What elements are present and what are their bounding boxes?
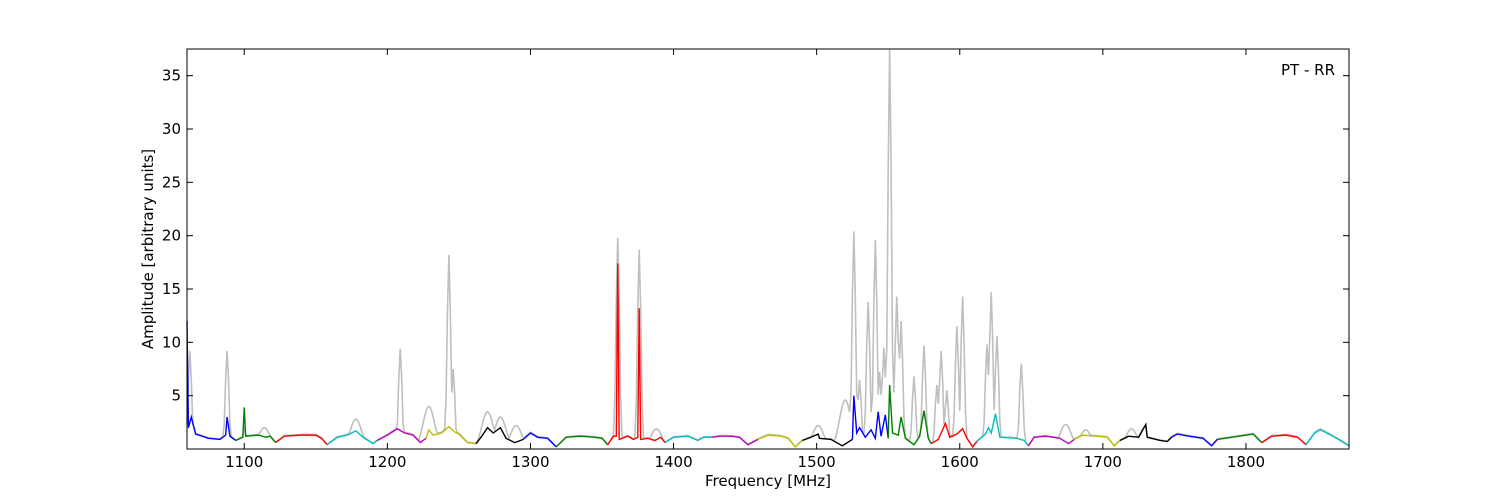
x-tick-label: 1700 <box>1084 453 1122 471</box>
y-tick-label: 25 <box>162 173 181 191</box>
series-line-11 <box>664 435 713 444</box>
annotation-label: PT - RR <box>1281 61 1335 79</box>
y-tick-label: 15 <box>162 280 181 298</box>
y-tick-label: 30 <box>162 120 181 138</box>
series-line-20 <box>1073 434 1121 447</box>
y-axis: 5 10 15 20 25 30 35 <box>162 67 1349 405</box>
series-line-17 <box>930 421 978 449</box>
plot-frame <box>186 48 1350 450</box>
y-tick-label: 20 <box>162 227 181 245</box>
series-line-14 <box>802 433 853 447</box>
series-line-19 <box>1027 435 1075 447</box>
x-tick-label: 1400 <box>654 453 692 471</box>
series-line-2 <box>235 407 277 444</box>
y-tick-label: 5 <box>171 387 181 405</box>
reference-line <box>186 48 1350 449</box>
x-tick-label: 1600 <box>941 453 979 471</box>
x-axis-title: Frequency [MHz] <box>705 472 831 490</box>
series-line-4 <box>326 430 378 446</box>
y-tick-label: 35 <box>162 67 181 85</box>
series-line-16 <box>887 384 932 446</box>
x-tick-label: 1300 <box>511 453 549 471</box>
x-tick-label: 1500 <box>798 453 836 471</box>
series-line-24 <box>1261 434 1307 446</box>
x-tick-label: 1200 <box>368 453 406 471</box>
x-axis: 1100 1200 1300 1400 1500 1600 1700 1800 <box>225 49 1265 471</box>
series-line-13 <box>757 434 803 448</box>
series-line-10 <box>607 263 666 446</box>
series-line-23 <box>1217 433 1263 444</box>
x-tick-label: 1100 <box>225 453 263 471</box>
series-line-1 <box>186 320 237 442</box>
reference-spectrum <box>186 48 1350 449</box>
y-tick-label: 10 <box>162 333 181 351</box>
series-line-18 <box>976 413 1029 447</box>
series-line-6 <box>425 425 477 445</box>
x-tick-label: 1800 <box>1227 453 1265 471</box>
series-line-3 <box>275 434 328 446</box>
series-line-25 <box>1305 429 1350 447</box>
y-axis-title: Amplitude [arbitrary units] <box>139 149 157 349</box>
series-line-15 <box>851 395 889 441</box>
series-line-12 <box>712 435 759 446</box>
series-line-5 <box>377 427 427 444</box>
series-line-8 <box>522 432 557 448</box>
series-line-21 <box>1119 422 1173 443</box>
series-layer <box>186 263 1350 449</box>
series-line-22 <box>1171 433 1218 447</box>
series-line-9 <box>555 435 609 448</box>
series-line-7 <box>475 426 524 445</box>
